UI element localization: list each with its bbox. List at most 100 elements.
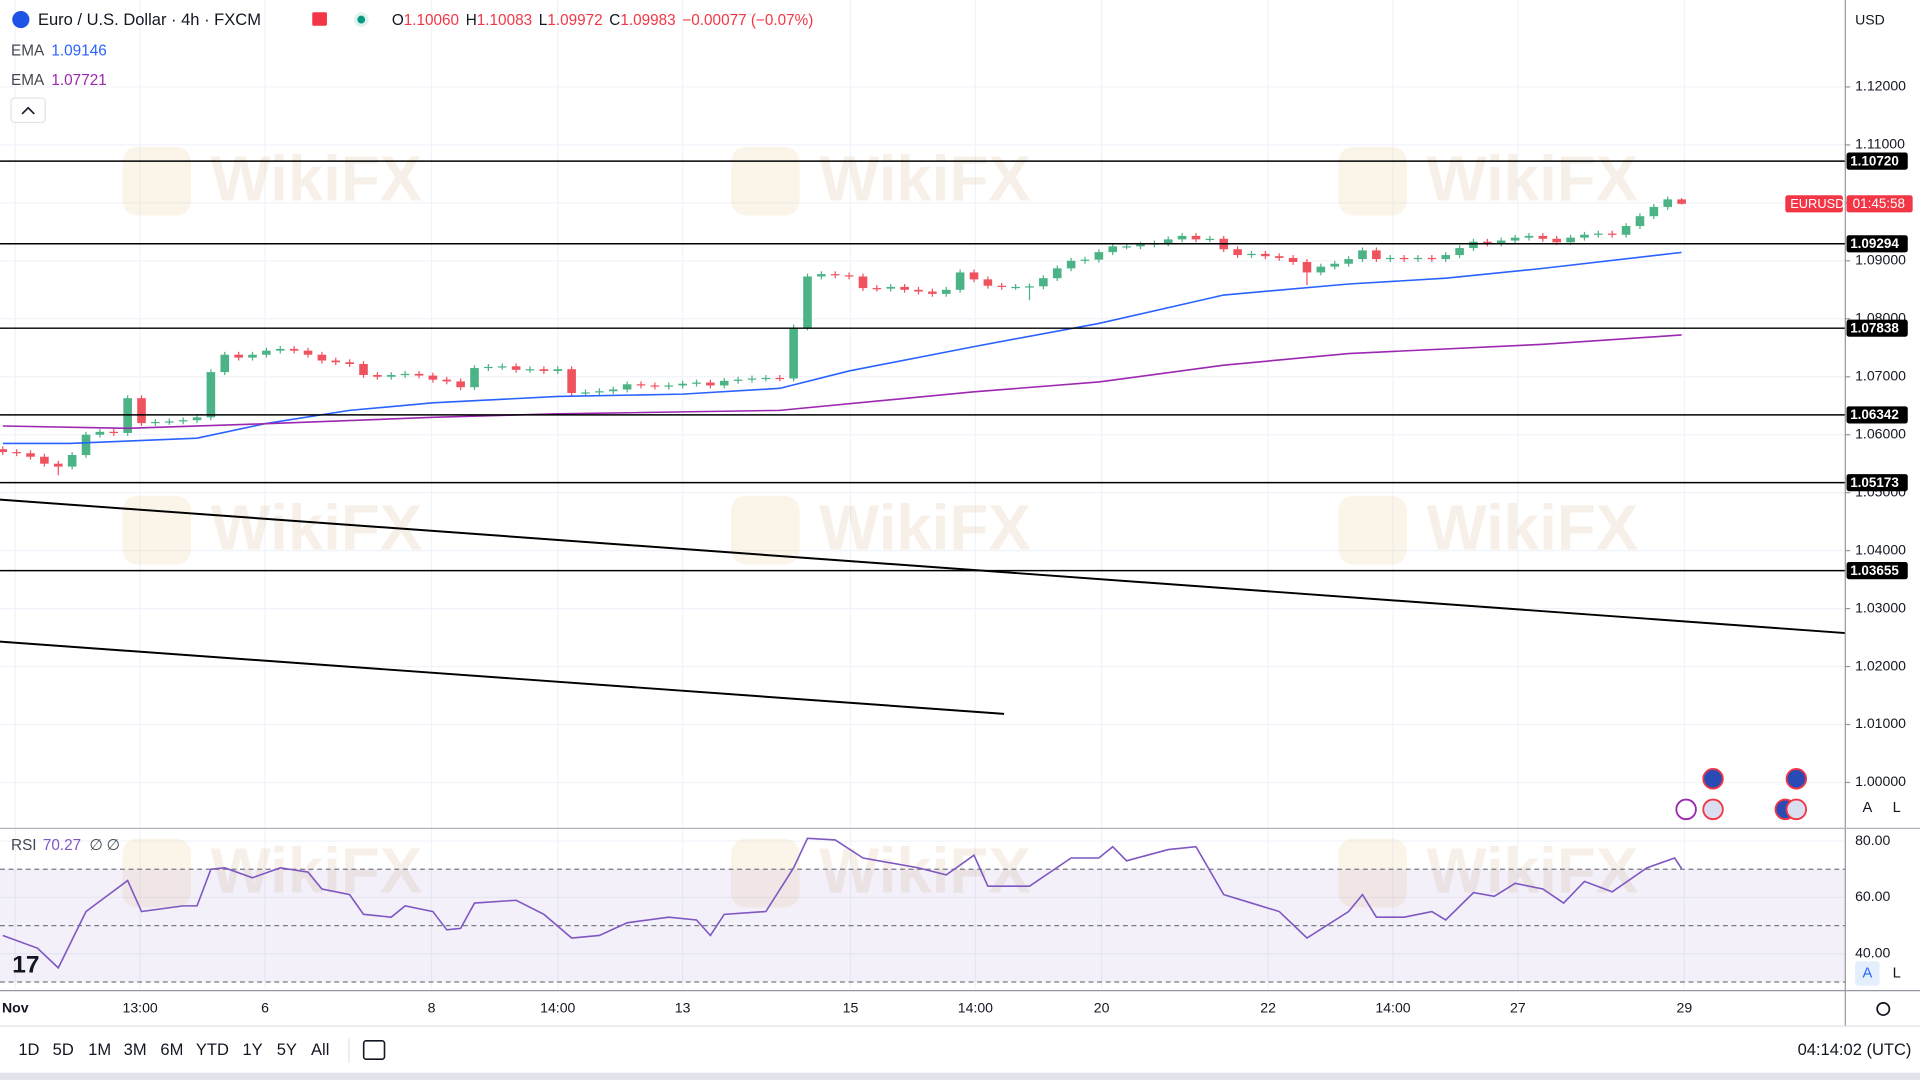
ohlc-key: C bbox=[609, 12, 620, 29]
watermark-logo bbox=[731, 495, 800, 565]
range-button[interactable]: 6M bbox=[160, 1040, 183, 1059]
trend-line bbox=[0, 640, 1005, 715]
candle-body bbox=[595, 391, 604, 393]
watermark-logo bbox=[122, 495, 192, 565]
candle-body bbox=[1580, 234, 1589, 238]
candle-body bbox=[858, 276, 868, 289]
event-icon[interactable] bbox=[1785, 768, 1808, 790]
currency-label[interactable]: USD bbox=[1855, 12, 1885, 28]
candle-body bbox=[275, 348, 285, 351]
auto-scale-label[interactable]: A bbox=[1862, 800, 1872, 816]
candle-body bbox=[178, 420, 188, 422]
candle-body bbox=[775, 377, 785, 380]
settings-icon[interactable] bbox=[1876, 1002, 1891, 1016]
auto-scale-button[interactable] bbox=[1855, 795, 1880, 821]
candle-body bbox=[1288, 257, 1298, 262]
candle-body bbox=[248, 354, 257, 358]
range-button[interactable]: 5D bbox=[53, 1040, 74, 1059]
candle-body bbox=[1247, 253, 1256, 256]
candle-body bbox=[733, 379, 743, 381]
range-button[interactable]: 3M bbox=[124, 1040, 147, 1059]
ema-line bbox=[2, 334, 1682, 430]
x-tick-label: 27 bbox=[1510, 1000, 1526, 1016]
y-tick-label: 1.04000 bbox=[1855, 541, 1906, 557]
collapse-button[interactable] bbox=[10, 97, 46, 124]
event-icon[interactable] bbox=[1702, 798, 1724, 821]
event-icon[interactable] bbox=[1702, 768, 1724, 790]
change: −0.00077 (−0.07%) bbox=[682, 12, 813, 29]
range-button[interactable]: All bbox=[311, 1040, 329, 1059]
auto-scale-button[interactable] bbox=[1855, 961, 1880, 986]
marks bbox=[0, 160, 1846, 983]
candle-body bbox=[969, 272, 979, 280]
candle-body bbox=[803, 276, 812, 328]
candle-body bbox=[1566, 237, 1575, 243]
event-icon[interactable] bbox=[1675, 798, 1697, 821]
candle-body bbox=[345, 362, 354, 364]
candle-body bbox=[1594, 233, 1603, 235]
watermark: WikiFX bbox=[211, 835, 423, 906]
candle-body bbox=[581, 392, 590, 394]
range-button[interactable]: 1Y bbox=[242, 1040, 262, 1059]
candle-body bbox=[400, 373, 410, 376]
level-label-bg bbox=[1846, 562, 1908, 580]
level-label: 1.06342 bbox=[1850, 407, 1899, 422]
x-tick-label: 15 bbox=[843, 1000, 859, 1016]
watermark-logo bbox=[1338, 495, 1407, 565]
candle-body bbox=[40, 456, 49, 464]
candle-body bbox=[830, 274, 840, 276]
candle-body bbox=[622, 384, 632, 390]
watermark: WikiFX bbox=[1427, 492, 1639, 563]
range-button[interactable]: 1M bbox=[88, 1040, 111, 1059]
candle-body bbox=[1205, 238, 1215, 241]
candle-body bbox=[67, 454, 77, 467]
event-icons[interactable] bbox=[1675, 768, 1808, 821]
candle-body bbox=[664, 385, 674, 387]
candle-body bbox=[428, 375, 438, 380]
watermark: WikiFX bbox=[211, 143, 423, 214]
date-range-icon[interactable] bbox=[362, 1040, 386, 1060]
level-label-bg bbox=[1846, 474, 1908, 492]
candle-body bbox=[1094, 252, 1104, 260]
candle-body bbox=[1316, 266, 1326, 273]
candle-body bbox=[872, 288, 882, 290]
level-label-bg bbox=[1846, 319, 1908, 337]
rsi-legend-name: RSI bbox=[11, 837, 37, 854]
log-scale-label[interactable]: L bbox=[1893, 965, 1901, 981]
candle-body bbox=[608, 389, 618, 392]
candle-body bbox=[484, 366, 493, 369]
symbol-title: Euro / U.S. Dollar · 4h · FXCM bbox=[38, 10, 261, 29]
candle-body bbox=[151, 421, 160, 424]
candle-body bbox=[706, 382, 715, 386]
flag-icon[interactable] bbox=[312, 12, 327, 26]
log-scale-label[interactable]: L bbox=[1893, 800, 1901, 816]
candle-body bbox=[470, 368, 479, 388]
range-button[interactable]: 5Y bbox=[277, 1040, 297, 1059]
auto-scale-label[interactable]: A bbox=[1862, 965, 1872, 981]
candle-body bbox=[844, 275, 854, 277]
status-dot bbox=[357, 15, 366, 24]
x-tick-label: 14:00 bbox=[958, 1000, 993, 1016]
clock[interactable]: 04:14:02 (UTC) bbox=[1798, 1040, 1912, 1059]
ohlc-value: 1.10083 bbox=[477, 12, 532, 29]
y-tick-label: 60.00 bbox=[1855, 888, 1890, 904]
tv-logo[interactable]: 17 bbox=[12, 952, 39, 979]
candle-body bbox=[1233, 249, 1242, 256]
range-button[interactable]: 1D bbox=[18, 1040, 39, 1059]
candle-body bbox=[81, 434, 91, 455]
candle-body bbox=[1358, 250, 1367, 260]
candle-body bbox=[1274, 256, 1284, 258]
x-tick-label: 8 bbox=[428, 1000, 436, 1016]
candle-body bbox=[1080, 259, 1090, 261]
candle-body bbox=[331, 360, 341, 363]
watermark-logo bbox=[731, 146, 800, 216]
candle-body bbox=[234, 354, 243, 358]
candle-body bbox=[567, 369, 576, 393]
range-button[interactable]: YTD bbox=[196, 1040, 229, 1059]
candle-body bbox=[359, 363, 368, 376]
candle-body bbox=[1607, 233, 1617, 235]
grid bbox=[0, 0, 1846, 990]
event-icon[interactable] bbox=[1785, 798, 1808, 821]
candle-body bbox=[1663, 199, 1673, 207]
candle-body bbox=[303, 350, 313, 355]
